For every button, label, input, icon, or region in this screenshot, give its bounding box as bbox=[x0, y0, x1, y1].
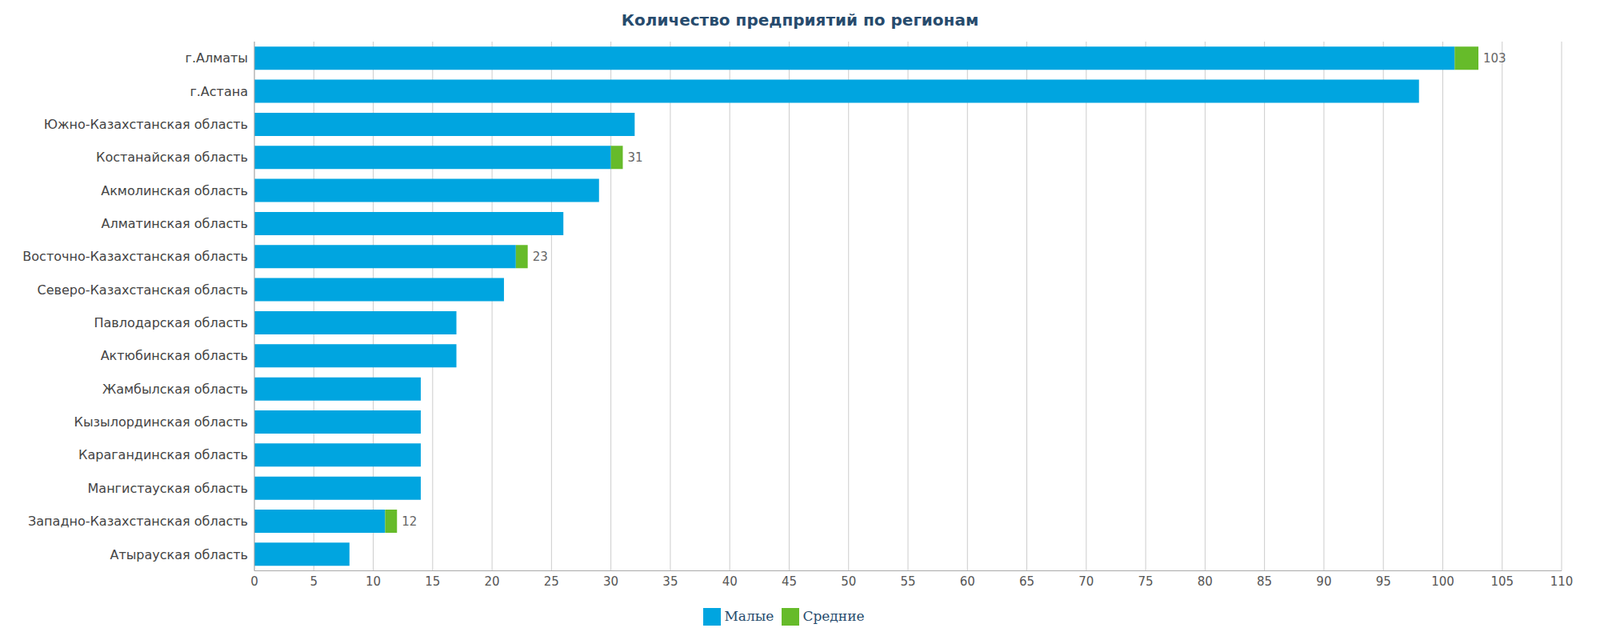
svg-text:г.Астана: г.Астана bbox=[189, 84, 248, 100]
html-text:Средние: Средние bbox=[802, 607, 865, 624]
svg-text:75: 75 bbox=[1138, 574, 1154, 589]
svg-text:110: 110 bbox=[1550, 574, 1574, 589]
html-text:Количество предприятий по реги: Количество предприятий по регионам bbox=[621, 10, 979, 30]
svg-text:г.Алматы: г.Алматы bbox=[185, 50, 249, 66]
svg-text:Северо-Казахстанская область: Северо-Казахстанская область bbox=[36, 282, 248, 298]
svg-text:5: 5 bbox=[309, 574, 318, 589]
svg-text:80: 80 bbox=[1197, 574, 1213, 589]
svg-text:Костанайская область: Костанайская область bbox=[96, 149, 248, 165]
svg-text:103: 103 bbox=[1483, 51, 1507, 66]
svg-text:Жамбылская область: Жамбылская область bbox=[102, 381, 248, 397]
svg-text:31: 31 bbox=[627, 150, 643, 165]
svg-text:12: 12 bbox=[401, 514, 417, 529]
svg-text:45: 45 bbox=[781, 574, 797, 589]
svg-text:90: 90 bbox=[1316, 574, 1332, 589]
svg-text:65: 65 bbox=[1019, 574, 1035, 589]
svg-text:Мангистауская область: Мангистауская область bbox=[88, 480, 248, 496]
svg-text:Павлодарская область: Павлодарская область bbox=[93, 315, 248, 331]
svg-text:50: 50 bbox=[840, 574, 856, 589]
svg-text:40: 40 bbox=[722, 574, 738, 589]
svg-text:Алматинская область: Алматинская область bbox=[101, 216, 248, 232]
svg-text:23: 23 bbox=[532, 249, 548, 264]
svg-text:Кызылординская область: Кызылординская область bbox=[74, 414, 248, 430]
svg-text:Южно-Казахстанская область: Южно-Казахстанская область bbox=[44, 116, 248, 132]
svg-text:Западно-Казахстанская область: Западно-Казахстанская область bbox=[28, 513, 248, 529]
svg-text:15: 15 bbox=[424, 574, 440, 589]
svg-text:30: 30 bbox=[603, 574, 619, 589]
svg-text:85: 85 bbox=[1256, 574, 1272, 589]
svg-text:35: 35 bbox=[662, 574, 678, 589]
svg-text:Актюбинская область: Актюбинская область bbox=[100, 348, 248, 364]
svg-text:Акмолинская область: Акмолинская область bbox=[100, 183, 248, 199]
svg-text:70: 70 bbox=[1078, 574, 1094, 589]
svg-text:10: 10 bbox=[365, 574, 381, 589]
svg-text:20: 20 bbox=[484, 574, 500, 589]
svg-text:100: 100 bbox=[1431, 574, 1455, 589]
svg-text:Восточно-Казахстанская область: Восточно-Казахстанская область bbox=[22, 248, 248, 264]
html-text:Малые: Малые bbox=[724, 607, 774, 624]
svg-text:60: 60 bbox=[960, 574, 976, 589]
svg-text:Карагандинская область: Карагандинская область bbox=[78, 447, 248, 463]
svg-text:105: 105 bbox=[1490, 574, 1514, 589]
svg-text:25: 25 bbox=[544, 574, 560, 589]
svg-text:95: 95 bbox=[1376, 574, 1392, 589]
svg-text:Атырауская область: Атырауская область bbox=[109, 547, 248, 563]
svg-text:55: 55 bbox=[900, 574, 916, 589]
svg-text:0: 0 bbox=[250, 574, 259, 589]
